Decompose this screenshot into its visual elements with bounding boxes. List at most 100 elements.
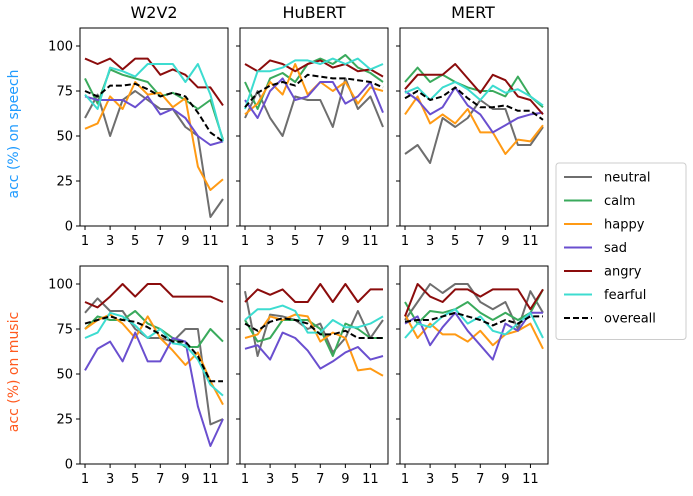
x-tick-label: 3 <box>266 472 274 487</box>
column-title-w2v2: W2V2 <box>130 3 177 22</box>
x-tick-label: 5 <box>451 472 459 487</box>
legend-item-fearful: fearful <box>564 288 646 303</box>
legend-item-calm: calm <box>564 194 635 209</box>
x-tick-label: 5 <box>451 234 459 249</box>
series-line-sad <box>244 77 384 119</box>
legend-label: sad <box>604 241 627 256</box>
legend-label: neutral <box>604 171 651 186</box>
x-tick-label: 7 <box>476 234 484 249</box>
y-tick-label: 100 <box>48 278 73 293</box>
series-line-angry <box>244 283 383 303</box>
x-tick-label: 11 <box>362 472 379 487</box>
series-line-angry <box>84 57 224 106</box>
series-line-sad <box>244 331 384 370</box>
legend-item-sad: sad <box>564 241 627 256</box>
x-tick-label: 1 <box>401 472 409 487</box>
y-tick-label: 0 <box>65 458 73 473</box>
x-tick-label: 9 <box>341 234 349 249</box>
y-tick-label: 50 <box>56 368 73 383</box>
x-tick-label: 11 <box>362 234 379 249</box>
x-tick-label: 3 <box>426 234 434 249</box>
series-line-calm <box>244 319 383 357</box>
x-tick-label: 1 <box>81 234 89 249</box>
x-tick-label: 1 <box>241 234 249 249</box>
column-title-hubert: HuBERT <box>283 3 346 22</box>
x-tick-label: 1 <box>401 234 409 249</box>
y-tick-label: 75 <box>56 323 73 338</box>
panel-frame <box>239 27 389 227</box>
x-tick-label: 11 <box>202 472 219 487</box>
legend-label: overeall <box>604 312 656 327</box>
panel-mert-music: 1 3 5 7 9 11 <box>396 265 549 487</box>
series-line-overeall <box>84 315 223 383</box>
x-tick-label: 5 <box>291 234 299 249</box>
series-line-angry <box>84 283 224 309</box>
series-line-fearful <box>244 304 384 334</box>
series-line-angry <box>404 63 544 116</box>
panel-hubert-speech: 1 3 5 7 9 11 <box>236 27 389 249</box>
series-line-fearful <box>84 311 224 397</box>
series-line-overeall <box>404 311 543 327</box>
series-line-fearful <box>404 81 544 107</box>
x-tick-label: 1 <box>81 472 89 487</box>
y-tick-label: 0 <box>65 220 73 235</box>
series-line-neutral <box>244 77 384 137</box>
legend: neutral calm happy sad angry fearful overeall <box>555 162 687 340</box>
x-tick-label: 1 <box>241 472 249 487</box>
x-tick-label: 11 <box>202 234 219 249</box>
panel-frame <box>399 27 549 227</box>
x-tick-label: 11 <box>522 472 539 487</box>
legend-item-neutral: neutral <box>564 171 651 186</box>
series-line-neutral <box>244 291 384 357</box>
series-line-fearful <box>244 57 384 110</box>
series-line-calm <box>404 288 544 325</box>
series-line-sad <box>84 95 224 146</box>
series-line-overeall <box>404 86 544 121</box>
panel-frame <box>399 265 549 465</box>
series-line-overeall <box>244 73 384 108</box>
series-line-overeall <box>84 82 224 143</box>
series-line-happy <box>84 81 224 191</box>
series-line-happy <box>404 95 544 155</box>
x-tick-label: 7 <box>156 234 164 249</box>
series-line-neutral <box>84 90 224 218</box>
series-line-calm <box>404 66 544 108</box>
y-tick-label: 100 <box>48 40 73 55</box>
x-tick-label: 7 <box>156 472 164 487</box>
panel-mert-speech: 1 3 5 7 9 11 <box>396 27 549 249</box>
series-line-angry <box>404 283 544 317</box>
x-tick-label: 5 <box>291 472 299 487</box>
panel-hubert-music: 1 3 5 7 9 11 <box>236 265 389 487</box>
x-tick-label: 7 <box>316 472 324 487</box>
panel-frame <box>79 27 229 227</box>
row-label-music: acc (%) on music <box>6 312 22 432</box>
x-tick-label: 9 <box>501 234 509 249</box>
x-tick-label: 3 <box>426 472 434 487</box>
panel-w2v2-music: 1 3 5 7 9 11 0 25 50 75 100 <box>48 265 229 487</box>
legend-item-overeall: overeall <box>564 312 656 327</box>
column-titles: W2V2 HuBERT MERT <box>130 3 495 22</box>
row-label-speech: acc (%) on speech <box>6 70 22 199</box>
y-tick-label: 25 <box>56 175 73 190</box>
series-line-sad <box>84 331 224 447</box>
x-tick-label: 5 <box>131 472 139 487</box>
x-tick-label: 9 <box>181 234 189 249</box>
legend-label: angry <box>604 265 642 280</box>
y-tick-label: 25 <box>56 413 73 428</box>
legend-label: calm <box>604 194 635 209</box>
panel-frame <box>239 265 389 465</box>
x-tick-label: 7 <box>476 472 484 487</box>
legend-item-happy: happy <box>564 218 645 233</box>
series-line-sad <box>404 311 543 361</box>
x-tick-label: 9 <box>501 472 509 487</box>
panel-w2v2-speech: 1 3 5 7 9 11 0 25 50 75 100 <box>48 27 229 249</box>
legend-label: happy <box>604 218 645 233</box>
x-tick-label: 3 <box>106 234 114 249</box>
legend-item-angry: angry <box>564 265 642 280</box>
y-tick-label: 50 <box>56 130 73 145</box>
x-tick-label: 7 <box>316 234 324 249</box>
series-line-sad <box>404 86 544 134</box>
x-tick-label: 5 <box>131 234 139 249</box>
